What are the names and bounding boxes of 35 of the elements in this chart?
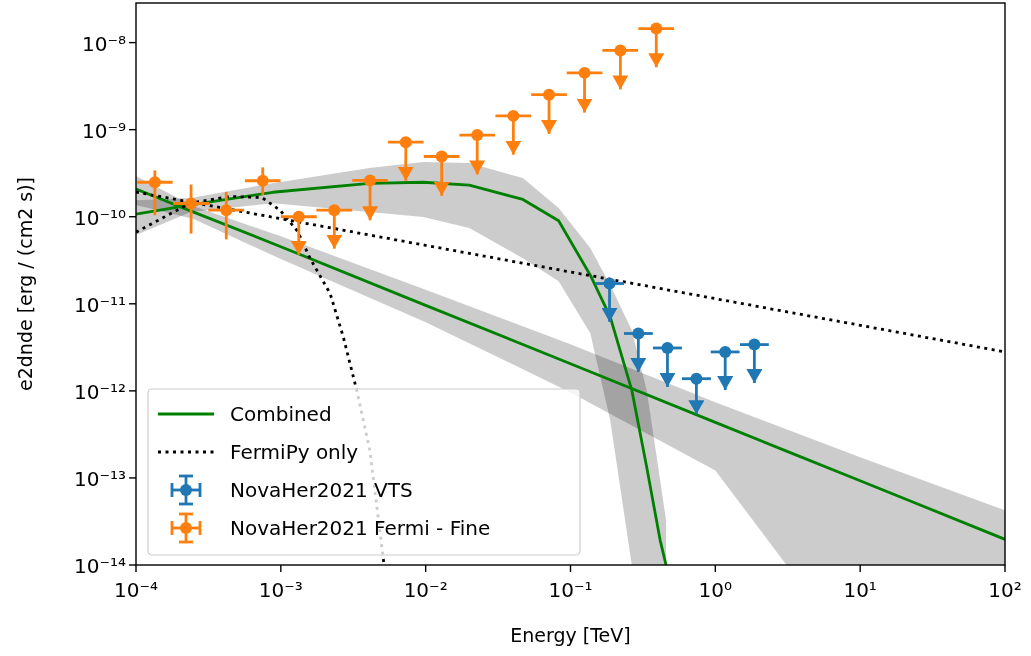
point — [256, 174, 269, 187]
y-tick-label: 10⁻¹³ — [73, 466, 126, 491]
y-tick-label: 10⁻¹¹ — [73, 292, 126, 317]
y-tick-label: 10⁻⁸ — [81, 31, 126, 56]
y-tick-label: 10⁻¹⁰ — [73, 205, 126, 230]
x-tick-label: 10⁻⁴ — [113, 578, 159, 602]
point — [328, 204, 341, 217]
y-axis-title: e2dnde [erg / (cm2 s)] — [14, 176, 36, 392]
point — [650, 22, 663, 35]
x-axis-title: Energy [TeV] — [510, 624, 631, 646]
point — [185, 197, 198, 210]
x-tick-label: 10⁰ — [698, 578, 733, 602]
point — [543, 88, 556, 101]
point — [399, 136, 412, 149]
legend-label: NovaHer2021 VTS — [230, 478, 413, 502]
point — [148, 176, 161, 189]
x-tick-label: 10¹ — [843, 578, 877, 602]
y-tick-label: 10⁻¹⁴ — [73, 554, 126, 578]
x-tick-label: 10² — [988, 578, 1022, 602]
x-tick-label: 10⁻³ — [258, 578, 303, 602]
legend-label: FermiPy only — [230, 440, 359, 464]
legend-label: NovaHer2021 Fermi - Fine — [230, 516, 491, 540]
point — [435, 150, 448, 163]
x-tick-label: 10⁻¹ — [548, 578, 593, 602]
y-tick-label: 10⁻⁹ — [81, 118, 126, 143]
point — [507, 109, 520, 122]
point — [471, 129, 484, 142]
x-tick-label: 10⁻² — [403, 578, 448, 602]
point — [364, 174, 377, 187]
point — [292, 210, 305, 223]
point — [220, 204, 233, 217]
point — [578, 66, 591, 79]
point — [614, 44, 627, 57]
legend-label: Combined — [230, 402, 332, 426]
y-tick-label: 10⁻¹² — [73, 379, 126, 404]
